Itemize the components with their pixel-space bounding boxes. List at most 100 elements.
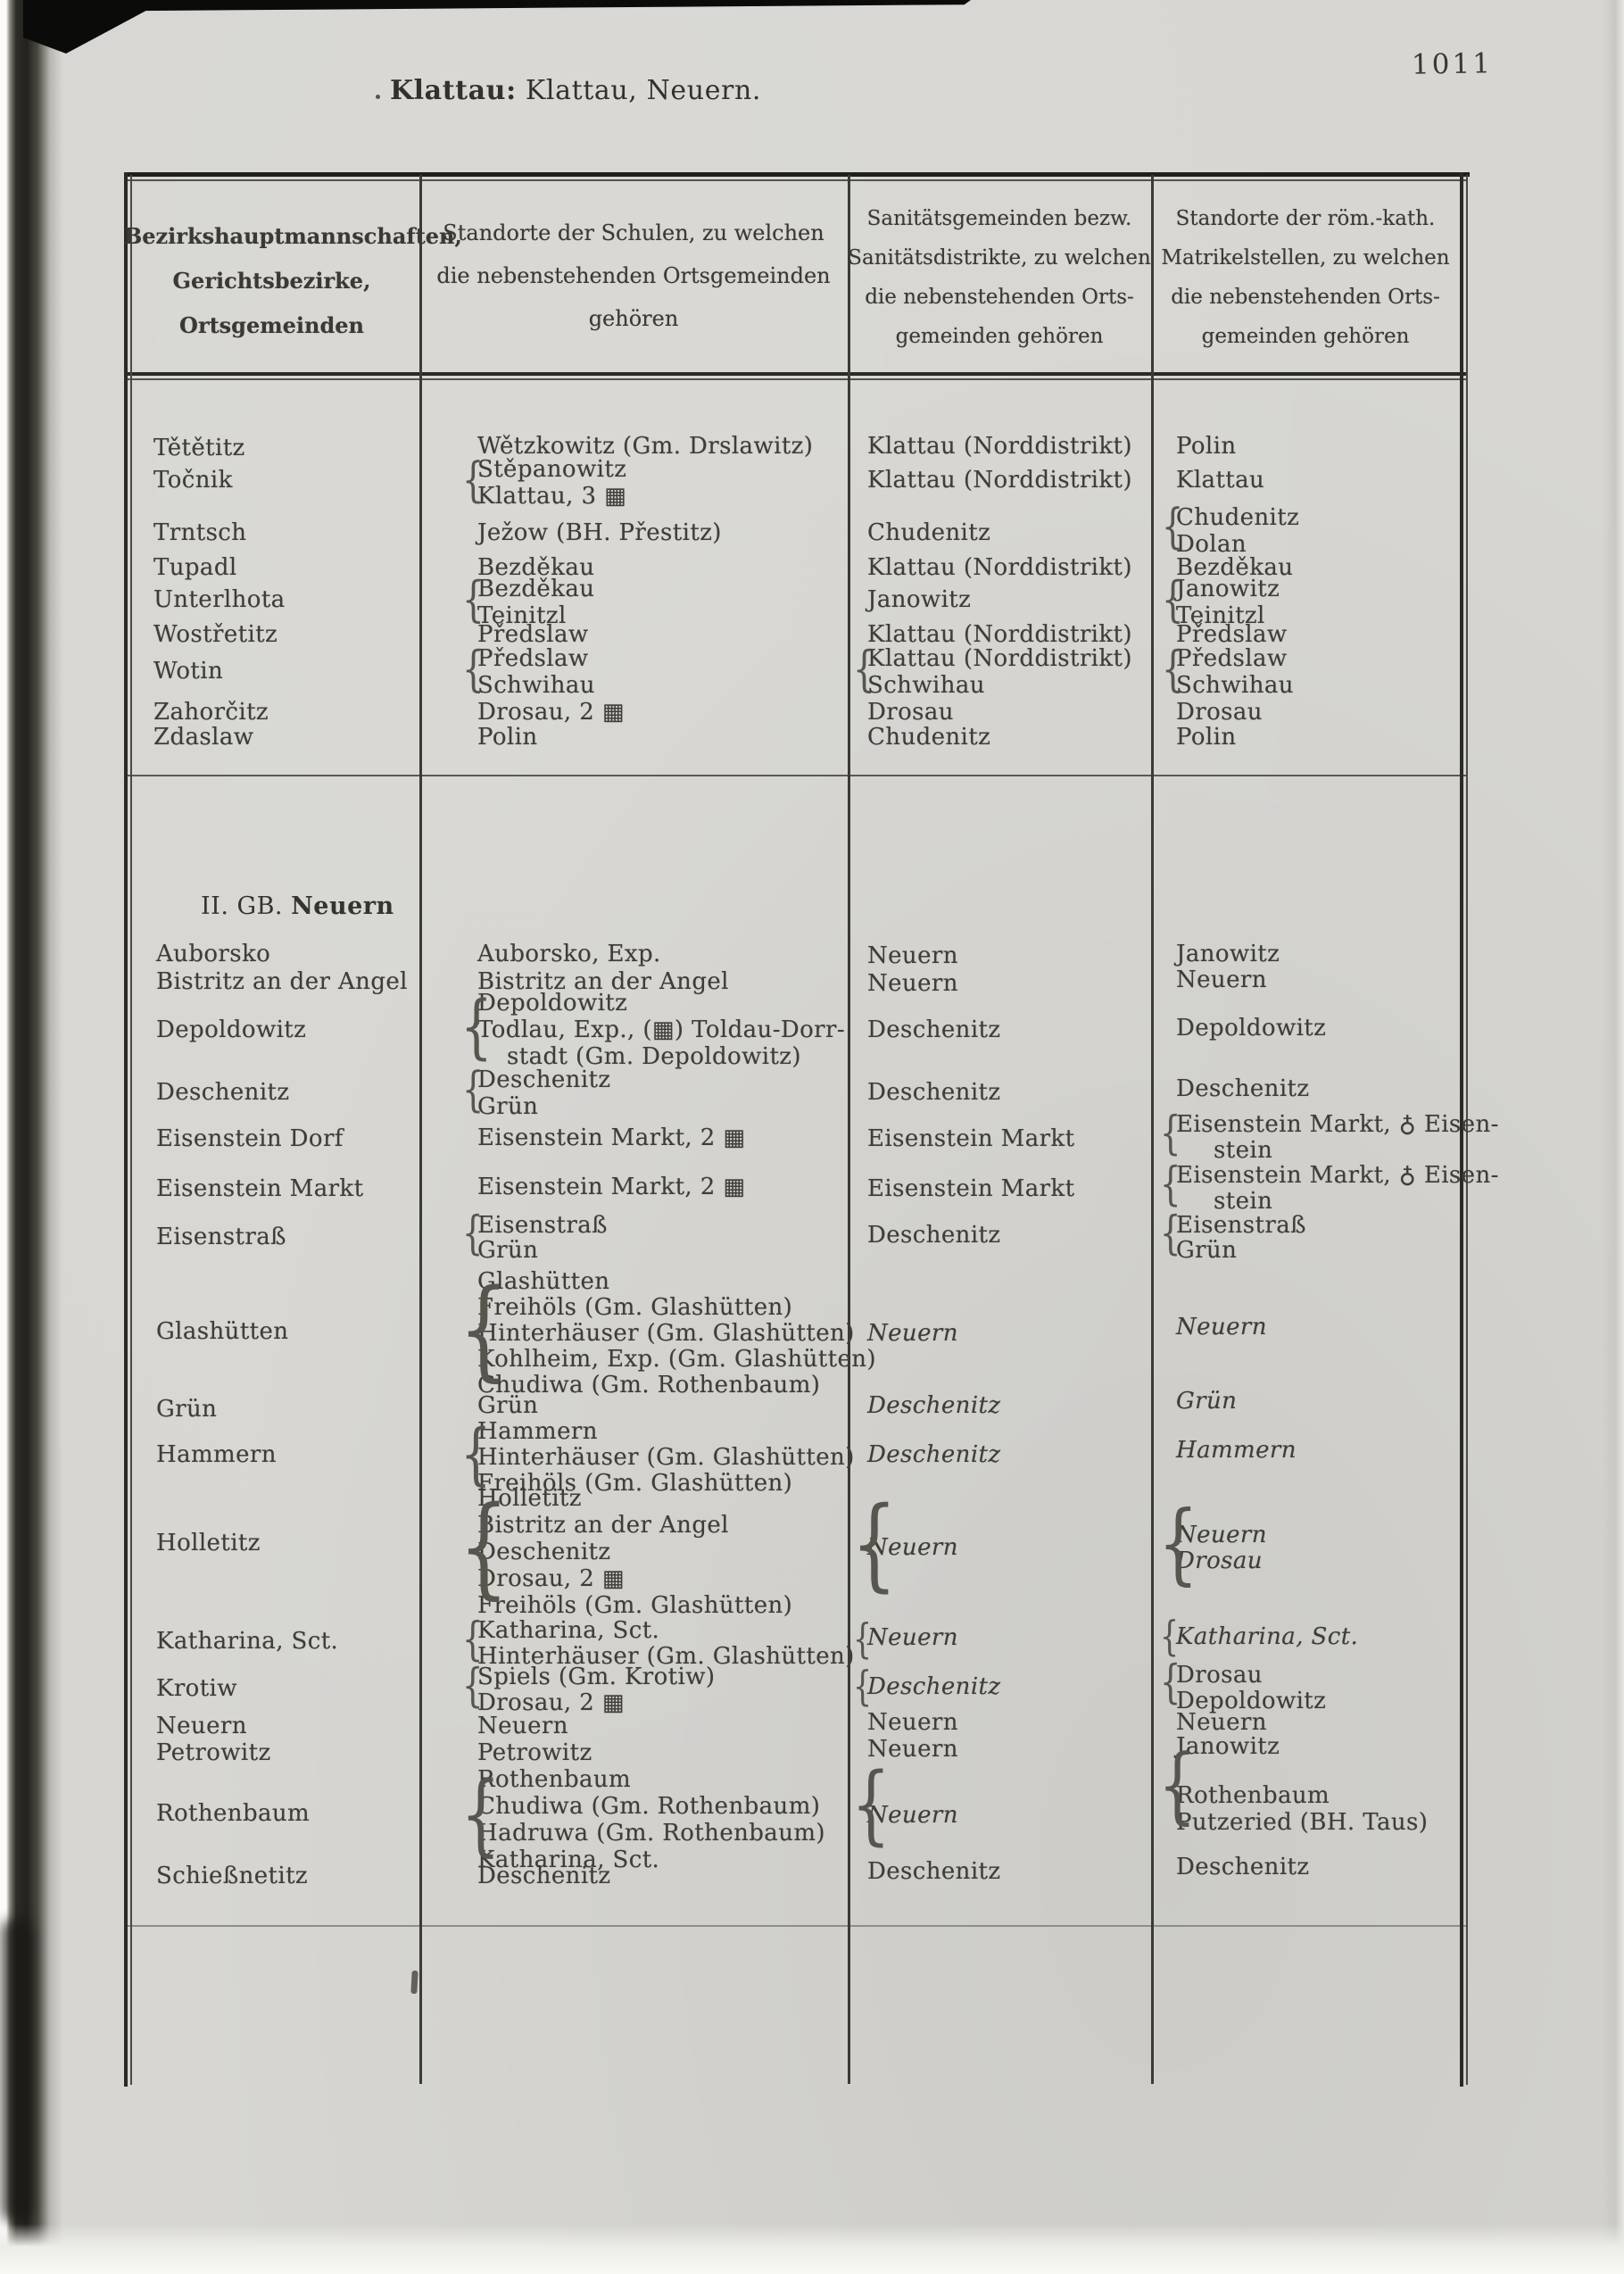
col3-entry: Neuern bbox=[867, 970, 958, 997]
col2-entry: Bezděkau bbox=[477, 554, 595, 581]
header-col4-line: die nebenstehenden Orts- bbox=[1171, 286, 1440, 309]
grouping-brace: { bbox=[462, 1208, 484, 1260]
grouping-brace: { bbox=[1160, 1208, 1181, 1260]
col3-entry: Chudenitz bbox=[867, 519, 991, 546]
col2-entry: Polin bbox=[477, 724, 538, 751]
col3-entry: Deschenitz bbox=[867, 1392, 1001, 1419]
col1-entry: Neuern bbox=[156, 1713, 247, 1739]
table-top-border bbox=[124, 172, 1470, 177]
col4-entry: Deschenitz bbox=[1176, 1075, 1310, 1102]
grouping-brace: { bbox=[460, 1764, 501, 1866]
col4-entry: Předslaw bbox=[1176, 621, 1288, 648]
col2-entry: Drosau, 2 ▦ bbox=[477, 699, 625, 726]
col4-entry: Schwihau bbox=[1176, 672, 1294, 699]
col4-entry: Dolan bbox=[1176, 531, 1247, 558]
col3-entry: Neuern bbox=[867, 1802, 958, 1829]
ink-dot bbox=[376, 95, 380, 99]
col2-entry: Hadruwa (Gm. Rothenbaum) bbox=[477, 1820, 825, 1847]
bottom-faint-rule bbox=[124, 1925, 1467, 1927]
header-col3-line: gemeinden gehören bbox=[895, 325, 1104, 348]
col3-entry: Deschenitz bbox=[867, 1858, 1001, 1885]
col3-entry: Chudenitz bbox=[867, 724, 991, 751]
col2-entry: stadt (Gm. Depoldowitz) bbox=[507, 1043, 801, 1070]
col3-entry: Deschenitz bbox=[867, 1079, 1001, 1106]
col1-entry: Deschenitz bbox=[156, 1079, 290, 1106]
page-bottom-edge bbox=[0, 2224, 1624, 2274]
header-col3-line: Sanitätsdistrikte, zu welchen bbox=[848, 246, 1151, 270]
table-right-border-inner bbox=[1466, 175, 1468, 2085]
grouping-brace: { bbox=[462, 571, 485, 627]
col2-entry: Bistritz an der Angel bbox=[477, 1512, 729, 1539]
col2-entry: Grün bbox=[477, 1237, 539, 1264]
grouping-brace: { bbox=[462, 641, 485, 697]
col2-entry: Deschenitz bbox=[477, 1066, 611, 1093]
col2-entry: Freihöls (Gm. Glashütten) bbox=[477, 1592, 793, 1619]
col2-entry: Ježow (BH. Přestitz) bbox=[477, 519, 722, 546]
col3-entry: Klattau (Norddistrikt) bbox=[867, 554, 1132, 581]
col2-entry: Hinterhäuser (Gm. Glashütten) bbox=[477, 1643, 855, 1670]
column-divider-2 bbox=[848, 175, 850, 2084]
col3-entry: Eisenstein Markt bbox=[867, 1175, 1075, 1202]
col2-entry: Klattau, 3 ▦ bbox=[477, 483, 627, 510]
col2-entry: Hinterhäuser (Gm. Glashütten) bbox=[477, 1444, 855, 1471]
block-separator-rule bbox=[124, 775, 1467, 776]
col3-entry: Deschenitz bbox=[867, 1441, 1001, 1468]
col2-entry: Stěpanowitz bbox=[477, 456, 627, 483]
col2-entry: Předslaw bbox=[477, 621, 589, 648]
col4-entry: Eisenstein Markt, ♁ Eisen- bbox=[1176, 1162, 1499, 1189]
col3-entry: Neuern bbox=[867, 1320, 958, 1347]
col1-entry: Rothenbaum bbox=[156, 1800, 311, 1827]
grouping-brace: { bbox=[853, 641, 875, 697]
col3-entry: Klattau (Norddistrikt) bbox=[867, 433, 1132, 460]
col4-entry: Depoldowitz bbox=[1176, 1688, 1327, 1714]
col4-entry: Chudenitz bbox=[1176, 504, 1300, 531]
col1-entry: Wotin bbox=[153, 658, 224, 685]
col4-entry: Předslaw bbox=[1176, 645, 1288, 672]
col4-entry: Drosau bbox=[1176, 699, 1263, 726]
col4-entry: Neuern bbox=[1176, 967, 1267, 993]
col1-entry: Katharina, Sct. bbox=[156, 1628, 339, 1655]
table-right-border bbox=[1460, 172, 1463, 2087]
col1-entry: Wostřetitz bbox=[153, 621, 278, 648]
grouping-brace: { bbox=[851, 1486, 898, 1602]
col4-entry: Bezděkau bbox=[1176, 554, 1294, 581]
col1-entry: Tětětitz bbox=[153, 435, 245, 461]
col2-entry: Eisenstraß bbox=[477, 1212, 608, 1239]
binding-shadow-bottom bbox=[2, 1919, 32, 2222]
col4-entry: stein bbox=[1214, 1137, 1273, 1164]
col4-entry: Eisenstraß bbox=[1176, 1212, 1306, 1239]
col3-entry: Klattau (Norddistrikt) bbox=[867, 467, 1132, 494]
col2-entry: Depoldowitz bbox=[477, 990, 628, 1017]
col2-entry: Katharina, Sct. bbox=[477, 1617, 660, 1644]
col2-entry: Rothenbaum bbox=[477, 1766, 632, 1793]
grouping-brace: { bbox=[1160, 1656, 1181, 1709]
col4-entry: Polin bbox=[1176, 433, 1237, 460]
col2-entry: Hinterhäuser (Gm. Glashütten) bbox=[477, 1320, 855, 1347]
col2-entry: Wětzkowitz (Gm. Drslawitz) bbox=[477, 433, 814, 460]
grouping-brace: { bbox=[1162, 571, 1184, 627]
col4-entry: Putzeried (BH. Taus) bbox=[1176, 1809, 1429, 1836]
table-top-border-inner bbox=[127, 179, 1467, 181]
grouping-brace: { bbox=[460, 987, 493, 1067]
col1-entry: Krotiw bbox=[156, 1675, 237, 1702]
col3-entry: Deschenitz bbox=[867, 1017, 1001, 1043]
col2-entry: Eisenstein Markt, 2 ▦ bbox=[477, 1174, 746, 1200]
col2-entry: Bezděkau bbox=[477, 576, 595, 602]
col4-entry: Deschenitz bbox=[1176, 1854, 1310, 1880]
page-title-rest: Klattau, Neuern. bbox=[516, 75, 762, 106]
grouping-brace: { bbox=[1160, 1108, 1181, 1160]
grouping-brace: { bbox=[462, 1660, 484, 1713]
col2-entry: Drosau, 2 ▦ bbox=[477, 1565, 625, 1592]
header-col4-line: Matrikelstellen, zu welchen bbox=[1161, 246, 1450, 270]
header-col1-line: Ortsgemeinden bbox=[179, 312, 364, 338]
grouping-brace: { bbox=[851, 1755, 891, 1855]
col3-entry: Neuern bbox=[867, 1534, 958, 1561]
col2-entry: Freihöls (Gm. Glashütten) bbox=[477, 1294, 793, 1321]
section-heading-prefix: II. GB. bbox=[201, 892, 283, 920]
table-left-border bbox=[124, 172, 128, 2087]
col4-entry: Grün bbox=[1176, 1237, 1238, 1264]
col2-entry: Freihöls (Gm. Glashütten) bbox=[477, 1470, 793, 1497]
col3-entry: Neuern bbox=[867, 1736, 958, 1763]
col3-entry: Neuern bbox=[867, 942, 958, 969]
